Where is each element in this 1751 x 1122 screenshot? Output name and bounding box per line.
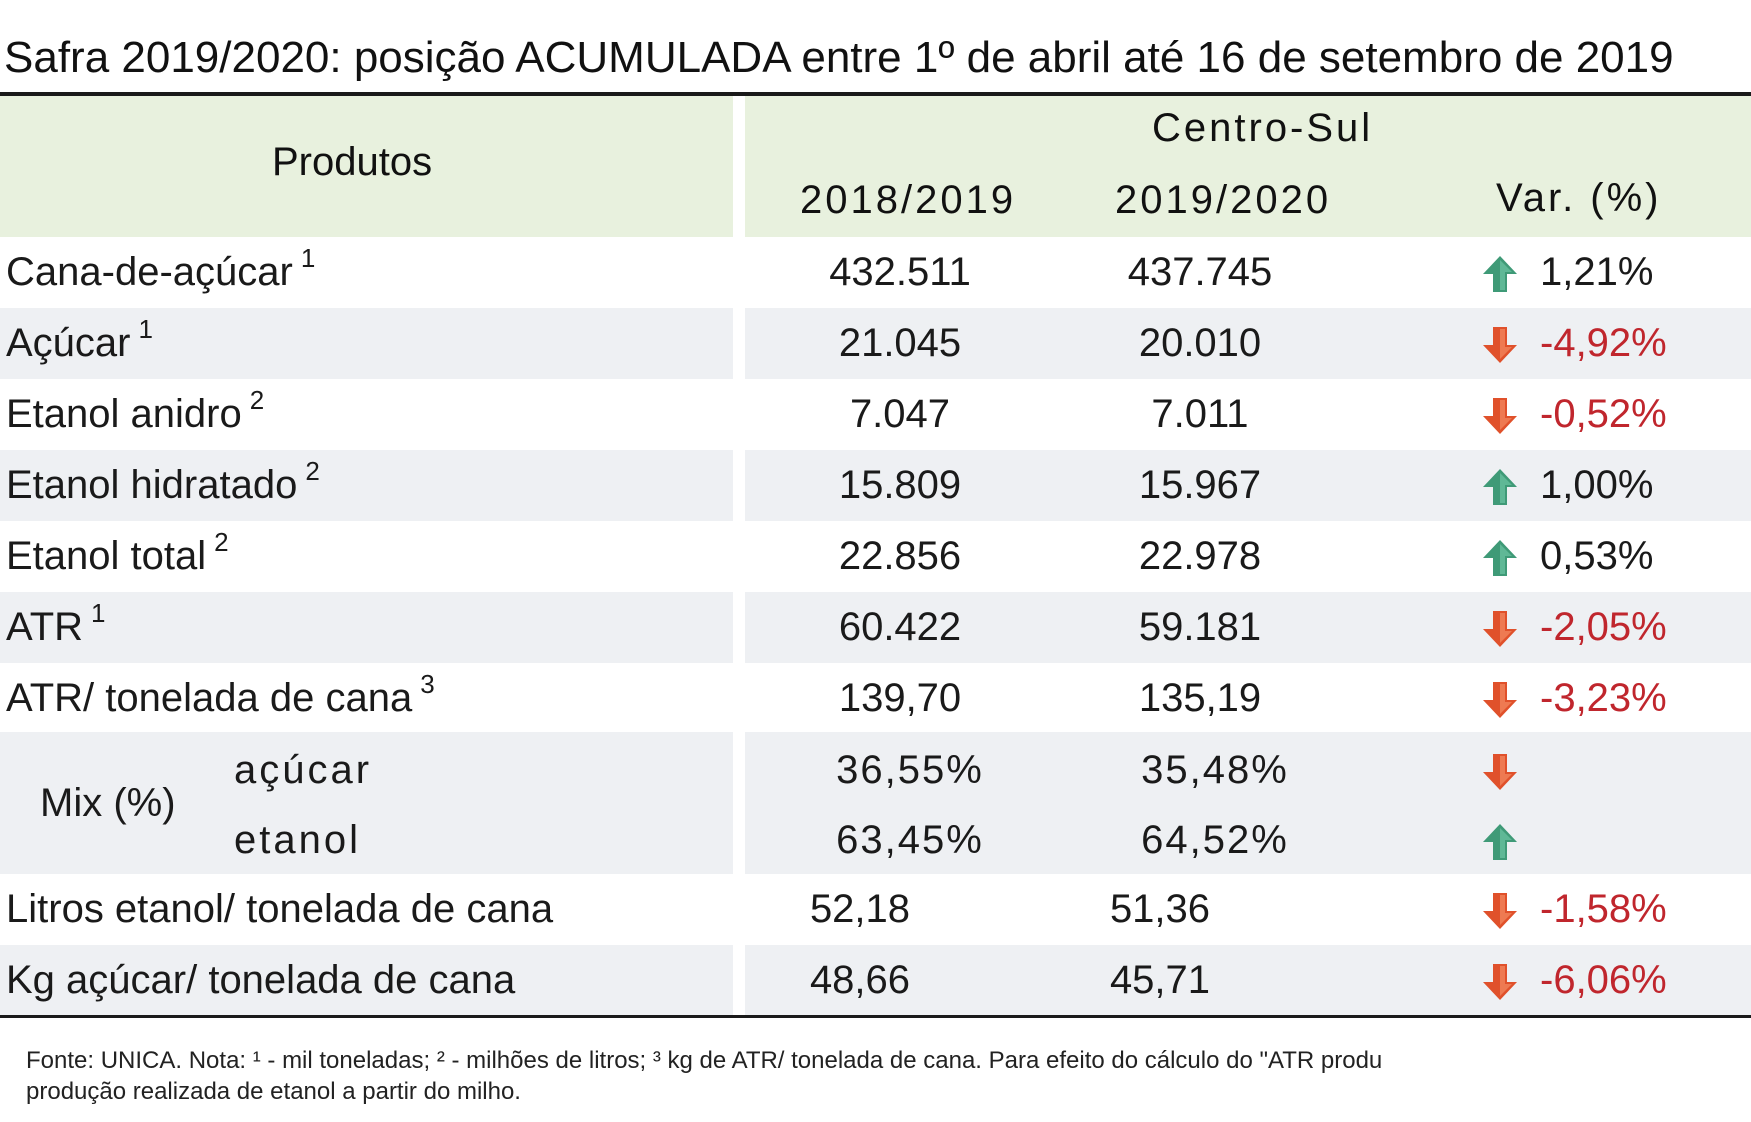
table-row: ATR 1 60.422 59.181 -2,05% [0,592,1751,663]
value-2018-2019: 139,70 [838,676,962,720]
arrow-down-icon [1483,754,1517,790]
footnote-line-2: produção realizada de etanol a partir do… [26,1078,521,1105]
mix-label: Mix (%) [40,781,176,825]
header-col-variation: Var. (%) [1496,176,1662,220]
mix-sugar-2018-2019: 36,55% [836,748,984,792]
variation-percent: 0,53% [1540,534,1654,578]
arrow-up-icon [1483,469,1517,505]
table-row: Etanol hidratado 2 15.809 15.967 1,00% [0,450,1751,521]
value-2018-2019: 21.045 [838,321,962,365]
footnote-marker: 2 [214,527,229,557]
table-row: Kg açúcar/ tonelada de cana 48,66 45,71 -6,… [0,945,1751,1016]
footnote-line-1: Fonte: UNICA. Nota: ¹ - mil toneladas; ²… [26,1047,1383,1074]
value-2019-2020: 20.010 [1138,321,1262,365]
arrow-up-icon [1483,824,1517,860]
table-row: Cana-de-açúcar 1 432.511 437.745 1,21% [0,237,1751,308]
header-col-2018-2019: 2018/2019 [800,178,1017,222]
header-region: Centro-Sul [1152,106,1374,150]
value-2018-2019: 15.809 [838,463,962,507]
row-label: Kg açúcar/ tonelada de cana [6,958,516,1002]
footnote-marker: 2 [249,385,265,415]
mix-block [0,732,1751,874]
row-label: ATR/ tonelada de cana 3 [6,669,435,720]
value-2018-2019: 60.422 [838,605,962,649]
variation-percent: -2,05% [1540,605,1667,649]
arrow-up-icon [1483,540,1517,576]
value-2019-2020: 7.011 [1151,392,1249,436]
value-2019-2020: 59.181 [1138,605,1262,649]
arrow-down-icon [1483,682,1517,718]
row-label: Litros etanol/ tonelada de cana [6,887,554,931]
mix-sugar-label: açúcar [234,748,373,792]
footnote-marker: 1 [300,243,316,273]
variation-percent: -4,92% [1540,321,1667,365]
variation-percent: 1,21% [1540,250,1654,294]
arrow-down-icon [1483,893,1517,929]
arrow-down-icon [1483,327,1517,363]
variation-percent: 1,00% [1540,463,1654,507]
variation-percent: -0,52% [1540,392,1667,436]
mix-ethanol-label: etanol [234,818,361,862]
table-row: Açúcar 1 21.045 20.010 -4,92% [0,308,1751,379]
row-label: ATR 1 [6,598,106,649]
header-products-cell [0,96,733,237]
bottom-rule [0,1015,1751,1018]
mix-ethanol-2019-2020: 64,52% [1141,818,1289,862]
row-label: Etanol hidratado 2 [6,456,320,507]
arrow-down-icon [1483,611,1517,647]
row-label: Etanol anidro 2 [6,385,265,436]
value-2018-2019: 7.047 [849,392,951,436]
variation-percent: -6,06% [1540,958,1667,1002]
footnote-marker: 3 [420,669,435,699]
table-row: Litros etanol/ tonelada de cana 52,18 51,3… [0,874,1751,945]
mix-ethanol-2018-2019: 63,45% [836,818,984,862]
value-2018-2019: 22.856 [838,534,962,578]
table-row: ATR/ tonelada de cana 3 139,70 135,19 -3,23% [0,663,1751,734]
footnote-marker: 2 [305,456,320,486]
table-row: Etanol total 2 22.856 22.978 0,53% [0,521,1751,592]
value-2019-2020: 51,36 [1109,887,1211,931]
value-2019-2020: 437.745 [1127,250,1273,294]
header-region-cell [745,96,1751,237]
top-rule [0,92,1751,96]
arrow-down-icon [1483,964,1517,1000]
header-products: Produtos [272,140,433,184]
footnote-marker: 1 [138,314,153,344]
footnote-marker: 1 [91,598,106,628]
row-label: Etanol total 2 [6,527,229,578]
value-2018-2019: 432.511 [829,250,971,294]
value-2018-2019: 48,66 [809,958,911,1002]
arrow-up-icon [1483,256,1517,292]
value-2019-2020: 22.978 [1138,534,1262,578]
variation-percent: -1,58% [1540,887,1667,931]
value-2018-2019: 52,18 [809,887,911,931]
value-2019-2020: 45,71 [1109,958,1211,1002]
table-row: Etanol anidro 2 7.047 7.011 -0,52% [0,379,1751,450]
header-col-2019-2020: 2019/2020 [1115,178,1332,222]
mix-sugar-2019-2020: 35,48% [1141,748,1289,792]
row-label: Açúcar 1 [6,314,153,365]
value-2019-2020: 135,19 [1138,676,1262,720]
variation-percent: -3,23% [1540,676,1667,720]
row-label: Cana-de-açúcar 1 [6,243,316,294]
value-2019-2020: 15.967 [1138,463,1262,507]
arrow-down-icon [1483,398,1517,434]
table-title: Safra 2019/2020: posição ACUMULADA entre… [4,33,1674,82]
